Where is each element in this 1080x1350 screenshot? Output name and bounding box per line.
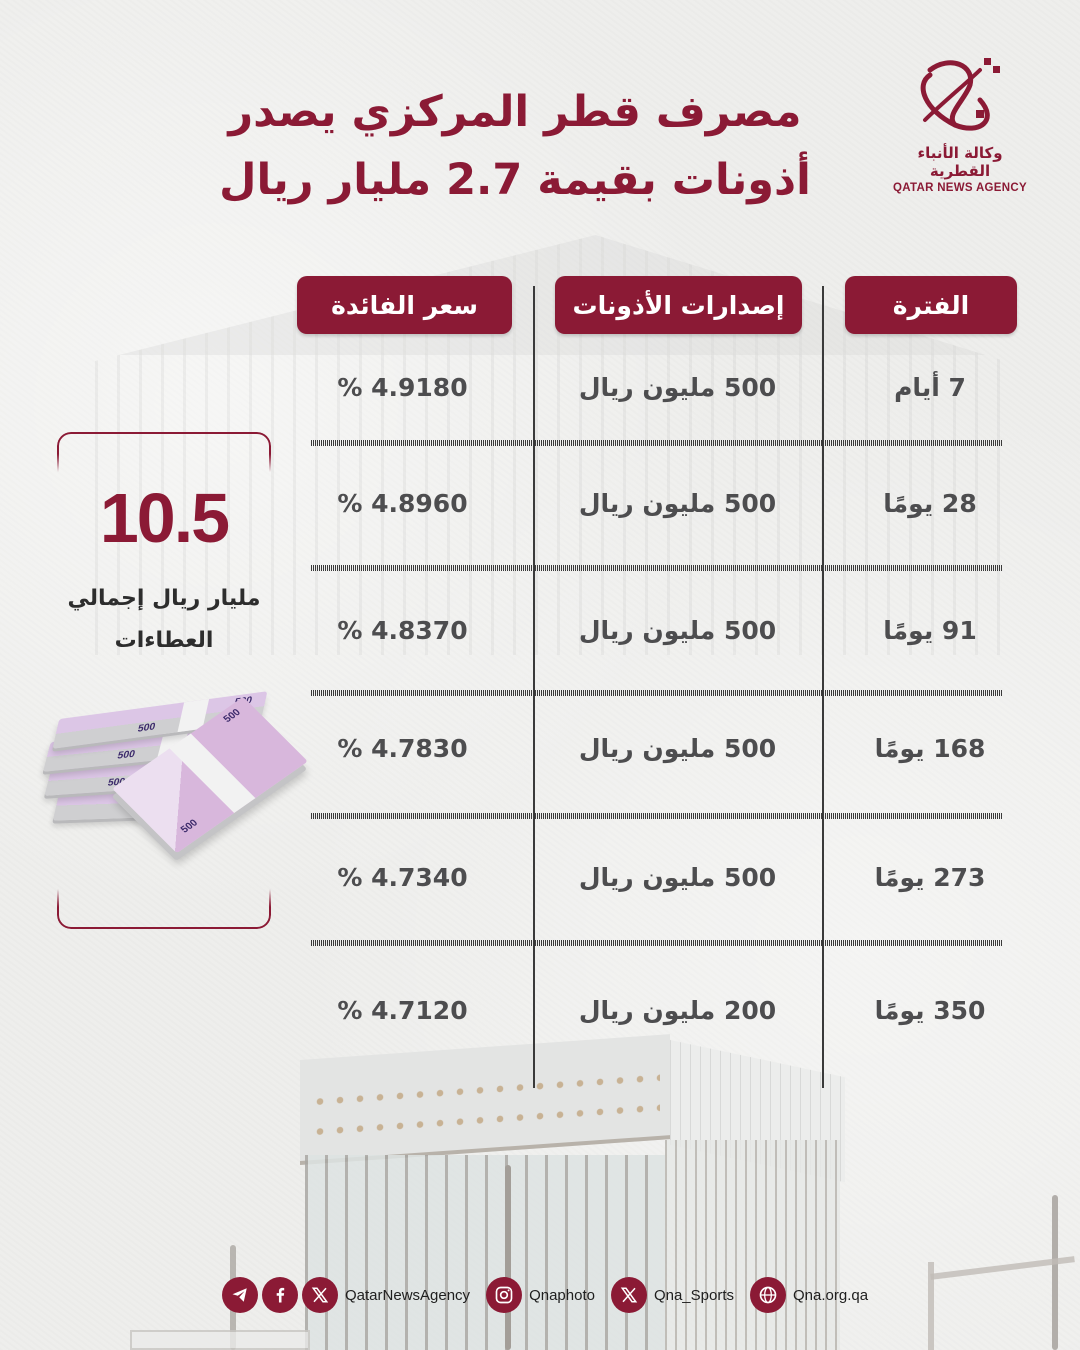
x-icon[interactable] [302,1277,338,1313]
row-divider [311,940,1003,946]
row-6-period: 350 يومًا [874,995,986,1025]
row-5-issuance: 500 مليون ريال [578,862,777,892]
total-bids-label: مليار ريال إجمالي العطاءات [57,578,271,662]
x-handle-qna-sports[interactable]: Qna_Sports [653,1286,734,1304]
header-period: الفترة [845,276,1017,334]
facebook-icon[interactable] [262,1277,298,1313]
telegram-icon[interactable] [222,1277,258,1313]
sign-post [928,1262,934,1350]
x-handle-qatarnewsagency[interactable]: QatarNewsAgency [345,1286,471,1304]
column-divider [533,286,535,1088]
header-issuance: إصدارات الأذونات [555,276,802,334]
street-lamp [1052,1195,1058,1350]
row-2-rate: % 4.8960 [337,488,468,518]
row-3-rate: % 4.8370 [337,615,468,645]
globe-icon[interactable] [750,1277,786,1313]
column-divider [822,286,824,1088]
header-rate: سعر الفائدة [297,276,512,334]
row-6-rate: % 4.7120 [337,995,468,1025]
qna-emblem-icon [920,58,1000,131]
fence [130,1330,310,1350]
logo-name-arabic: وكالة الأنباء القطرية [917,144,1003,180]
logo-name-english: QATAR NEWS AGENCY [893,182,1027,194]
row-4-period: 168 يومًا [874,733,986,763]
row-6-issuance: 200 مليون ريال [578,995,777,1025]
row-4-rate: % 4.7830 [337,733,468,763]
instagram-icon[interactable] [486,1277,523,1313]
street-lamp [505,1165,511,1350]
total-label-line-2: العطاءات [114,628,214,653]
row-2-issuance: 500 مليون ريال [578,488,777,518]
row-5-rate: % 4.7340 [337,862,468,892]
social-links: QatarNewsAgency Qnaphoto Qna_Sports Qna.… [222,1277,884,1313]
row-divider [311,690,1003,696]
x-icon[interactable] [610,1277,647,1313]
page-title: مصرف قطر المركزي يصدر أذونات بقيمة 2.7 م… [200,78,830,214]
row-divider [311,565,1003,571]
row-4-issuance: 500 مليون ريال [578,733,777,763]
total-bids-value: 10.5 [99,479,230,557]
website-link[interactable]: Qna.org.qa [793,1286,869,1304]
row-divider [311,440,1003,446]
row-1-period: 7 أيام [894,372,966,402]
total-label-line-1: مليار ريال إجمالي [67,586,261,611]
row-1-issuance: 500 مليون ريال [578,372,777,402]
title-line-1: مصرف قطر المركزي يصدر [228,87,802,137]
row-2-period: 28 يومًا [883,488,977,518]
title-line-2: أذونات بقيمة 2.7 مليار ريال [219,155,811,205]
row-divider [311,813,1003,819]
row-5-period: 273 يومًا [874,862,986,892]
total-bids-frame [57,432,271,929]
qna-logo: وكالة الأنباء القطرية QATAR NEWS AGENCY [885,50,1035,194]
row-1-rate: % 4.9180 [337,372,468,402]
row-3-issuance: 500 مليون ريال [578,615,777,645]
central-bank-building-image [300,1034,845,1350]
instagram-handle-qnaphoto[interactable]: Qnaphoto [529,1286,595,1304]
row-3-period: 91 يومًا [883,615,977,645]
